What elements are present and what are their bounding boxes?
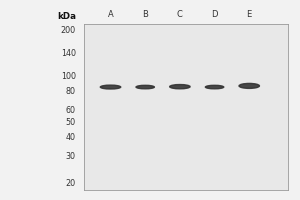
Text: 50: 50: [66, 118, 76, 127]
Ellipse shape: [206, 85, 224, 89]
Text: 100: 100: [61, 72, 76, 81]
Ellipse shape: [170, 85, 190, 89]
Text: 40: 40: [66, 133, 76, 142]
Ellipse shape: [239, 83, 260, 88]
Text: C: C: [177, 10, 183, 19]
Text: 140: 140: [61, 49, 76, 58]
Text: 60: 60: [66, 106, 76, 115]
Text: 20: 20: [66, 179, 76, 188]
Text: E: E: [247, 10, 252, 19]
Text: B: B: [142, 10, 148, 19]
Text: 30: 30: [66, 152, 76, 161]
Text: kDa: kDa: [57, 12, 76, 21]
Ellipse shape: [100, 85, 121, 89]
Text: 200: 200: [61, 26, 76, 35]
Text: 80: 80: [66, 87, 76, 96]
Text: D: D: [211, 10, 218, 19]
Text: A: A: [108, 10, 113, 19]
Ellipse shape: [136, 85, 154, 89]
